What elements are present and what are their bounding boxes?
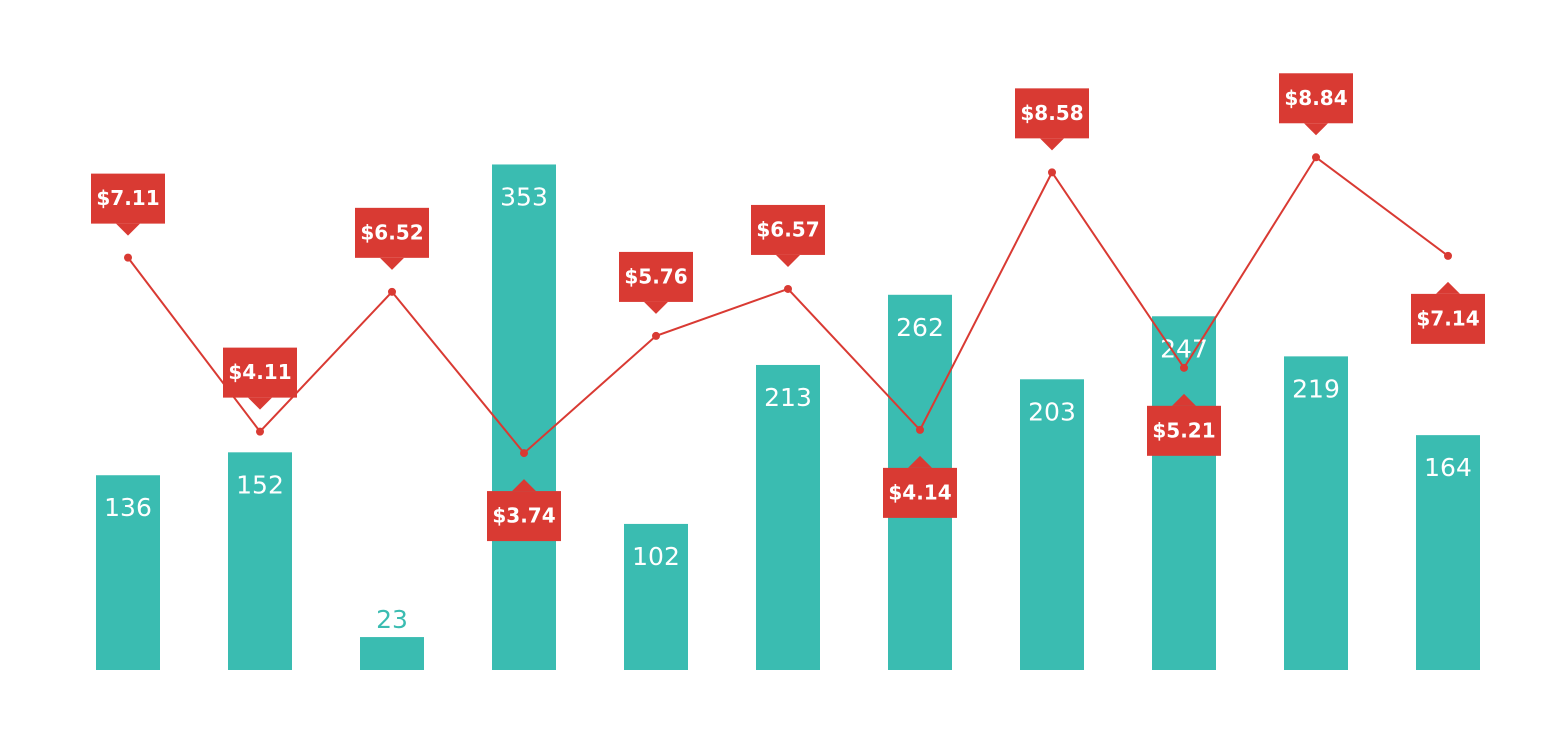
callout-box [1411, 293, 1485, 344]
bar [624, 523, 688, 670]
line-point [388, 287, 396, 296]
callout-pointer [908, 455, 932, 468]
line-point [652, 331, 660, 340]
callout-box [883, 467, 957, 518]
callout-label: $7.11 [96, 186, 159, 210]
line-point [1312, 153, 1320, 162]
line-point [1444, 251, 1452, 260]
bar-value-label: 152 [236, 470, 284, 499]
callout-pointer [512, 479, 536, 492]
callout-pointer [380, 257, 404, 270]
bar [96, 475, 160, 670]
bar [492, 164, 556, 671]
callout-label: $4.11 [228, 360, 291, 384]
bar-value-label: 247 [1160, 334, 1208, 363]
callout-label: $8.84 [1284, 86, 1347, 110]
bar-value-label: 213 [764, 383, 812, 412]
callout-box [91, 173, 165, 224]
callout-box [355, 207, 429, 258]
bar [756, 364, 820, 670]
bar-value-label: 353 [500, 182, 548, 211]
callout-label: $5.21 [1152, 418, 1215, 442]
callout-pointer [1304, 123, 1328, 136]
callout-label: $7.14 [1416, 306, 1479, 330]
bar-value-label: 23 [376, 605, 408, 634]
callout-box [1279, 73, 1353, 124]
price-callout: $4.14 [883, 455, 957, 518]
bar [228, 452, 292, 670]
bar [1284, 356, 1348, 670]
line-layer: $7.11 $4.11 $6.52 $3.74 $5.76 $6.57 $4.14 $8.58… [91, 73, 1485, 542]
bar [360, 637, 424, 670]
bar-value-label: 219 [1292, 374, 1340, 403]
callout-label: $6.52 [360, 220, 423, 244]
callout-pointer [1172, 393, 1196, 406]
callout-box [619, 251, 693, 302]
callout-box [1015, 88, 1089, 139]
bar-value-label: 262 [896, 313, 944, 342]
line-point [520, 449, 528, 458]
price-callout: $5.76 [619, 251, 693, 314]
line-point [256, 427, 264, 436]
line-point [1180, 363, 1188, 372]
callout-pointer [644, 301, 668, 314]
callout-pointer [1040, 138, 1064, 151]
line-point [916, 425, 924, 434]
price-callout: $4.11 [223, 347, 297, 410]
price-callout: $5.21 [1147, 393, 1221, 456]
bar-value-label: 203 [1028, 397, 1076, 426]
price-callout: $8.84 [1279, 73, 1353, 136]
callout-label: $5.76 [624, 264, 687, 288]
price-callout: $7.14 [1411, 281, 1485, 344]
callout-box [751, 204, 825, 255]
price-callout: $7.11 [91, 173, 165, 236]
callout-label: $6.57 [756, 217, 819, 241]
line-point [784, 284, 792, 293]
bar-value-label: 136 [104, 493, 152, 522]
bar-value-label: 102 [632, 542, 680, 571]
bar [1152, 316, 1216, 670]
callout-label: $4.14 [888, 480, 951, 504]
bar-value-label: 164 [1424, 453, 1472, 482]
price-callout: $6.52 [355, 207, 429, 270]
callout-box [223, 347, 297, 398]
callout-pointer [116, 223, 140, 236]
bar [1020, 379, 1084, 670]
callout-pointer [248, 397, 272, 410]
callout-label: $8.58 [1020, 101, 1083, 125]
bars: 136 152 23 353 102 213 262 203 247 219 164 [96, 164, 1480, 671]
line-point [124, 253, 132, 262]
price-callout: $3.74 [487, 479, 561, 542]
callout-label: $3.74 [492, 504, 555, 528]
callout-pointer [776, 254, 800, 267]
callout-box [1147, 405, 1221, 456]
line-point [1048, 168, 1056, 177]
price-callout: $8.58 [1015, 88, 1089, 151]
callout-box [487, 491, 561, 542]
callout-pointer [1436, 281, 1460, 294]
bar [1416, 435, 1480, 670]
price-callout: $6.57 [751, 204, 825, 267]
